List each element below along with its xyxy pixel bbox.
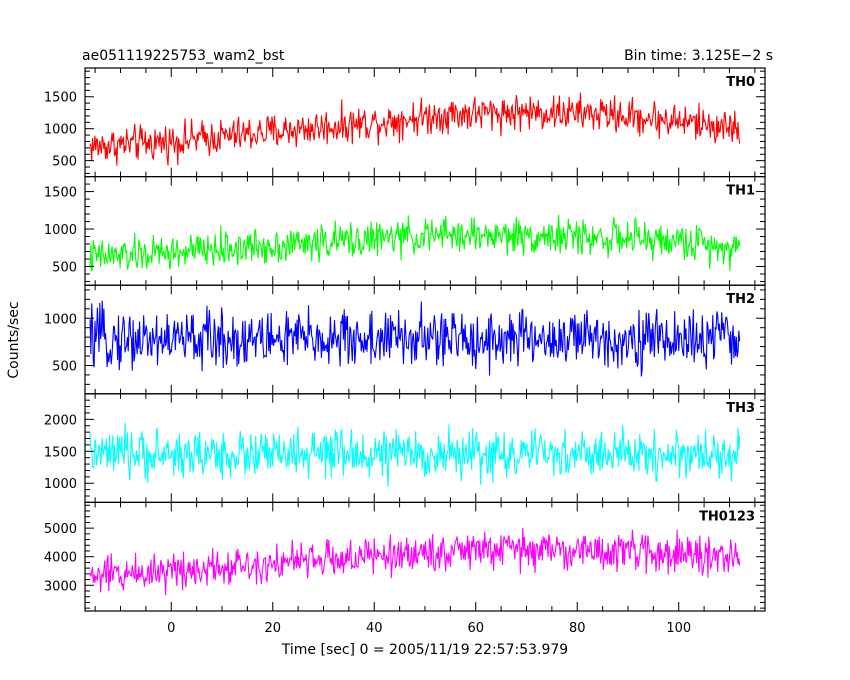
y-tick-label: 1500 [44,91,77,106]
panel-label: TH3 [726,401,755,416]
y-tick-label: 1500 [44,186,77,201]
panel-th3: 1000 1500 2000 TH3 [44,393,766,503]
series-th0 [89,92,741,166]
series-th1 [89,214,741,272]
x-tick-label: 80 [569,621,586,636]
panel-th1: 500 1000 1500 TH1 [44,176,766,286]
y-tick-label: 1000 [44,477,77,492]
y-tick-label: 500 [52,260,77,275]
y-tick-label: 500 [52,155,77,170]
series-th2 [89,300,741,377]
x-tick-label: 60 [467,621,484,636]
panel-th2: 500 1000 TH2 [44,284,766,395]
series-th0123 [89,528,741,596]
panel-th0123: 3000 4000 5000 TH0123 [44,501,766,612]
y-tick-label: 5000 [44,522,77,537]
y-tick-label: 4000 [44,551,77,566]
y-tick-label: 2000 [44,413,77,428]
panel-label: TH0 [726,75,755,90]
x-tick-label: 100 [666,621,691,636]
panel-th0: 500 1000 1500 TH0 [44,67,766,178]
y-axis-label: Counts/sec [6,301,22,378]
panel-label: TH2 [726,292,755,307]
y-tick-label: 1000 [44,312,77,327]
y-tick-label: 500 [52,359,77,374]
x-tick-label: 40 [366,621,383,636]
y-tick-label: 1000 [44,223,77,238]
y-tick-label: 3000 [44,579,77,594]
panel-frame [84,393,766,503]
x-axis-label: Time [sec] 0 = 2005/11/19 22:57:53.979 [281,642,568,658]
x-tick-label: 0 [167,621,175,636]
bin-time-label: Bin time: 3.125E−2 s [624,48,773,64]
series-th3 [89,422,741,487]
y-tick-label: 1000 [44,123,77,138]
x-tick-label: 20 [264,621,281,636]
chart-title: ae051119225753_wam2_bst [82,48,285,64]
panel-label: TH1 [726,184,755,199]
panel-label: TH0123 [699,509,755,524]
y-tick-label: 1500 [44,445,77,460]
